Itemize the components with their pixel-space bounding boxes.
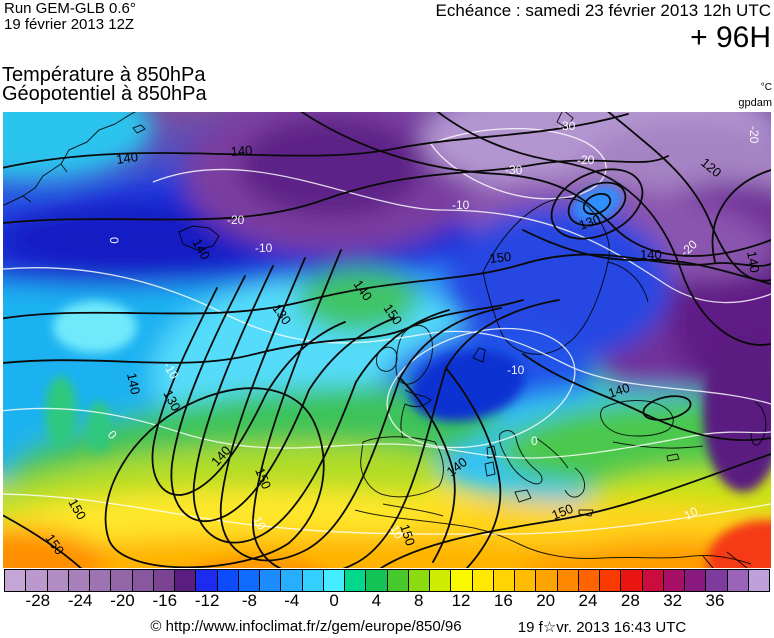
legend-tick-label: -28 <box>25 591 51 610</box>
legend-cell <box>5 570 27 591</box>
temperature-contour-label: -20 <box>747 126 761 144</box>
legend-tick-label: -16 <box>152 591 178 610</box>
legend-cell <box>238 570 260 591</box>
legend-cell <box>515 570 537 591</box>
valid-time: Echéance : samedi 23 février 2013 12h UT… <box>435 1 771 20</box>
geopotential-contour-label: 140 <box>640 247 662 262</box>
legend-cell <box>302 570 324 591</box>
temperature-color-scale <box>4 569 770 592</box>
legend-cell <box>536 570 558 591</box>
legend-tick-label: 36 <box>705 591 725 610</box>
legend-cell <box>663 570 685 591</box>
temperature-contours <box>3 128 771 535</box>
legend-cell <box>706 570 728 591</box>
geopotential-contour-label: 140 <box>744 250 763 274</box>
legend-cell <box>323 570 345 591</box>
weather-map: 140 140 120 130 140 150 140 140 150 140 130 140 130 1… <box>3 112 771 568</box>
temperature-contour-label: 10 <box>250 514 269 533</box>
legend-tick-label: 24 <box>578 591 598 610</box>
legend-cell <box>387 570 409 591</box>
legend-cell <box>408 570 430 591</box>
legend-cell <box>68 570 90 591</box>
legend-tick-label: -20 <box>110 591 135 610</box>
legend-cell <box>196 570 218 591</box>
legend-tick-label: 28 <box>620 591 640 610</box>
run-date: 19 février 2013 12Z <box>4 16 135 33</box>
temperature-contour-label: 0 <box>531 434 538 448</box>
geopotential-contour-label: 130 <box>577 211 603 233</box>
legend-tick-label: -12 <box>194 591 220 610</box>
legend-tick-label: 8 <box>414 591 424 610</box>
geopotential-contour-label: 140 <box>230 143 253 159</box>
legend-tick-label: 4 <box>371 591 382 610</box>
legend-cell <box>600 570 622 591</box>
forecast-offset: + 96H <box>690 21 771 54</box>
legend-tick-label: -4 <box>284 591 300 610</box>
temperature-contour-label: 10 <box>682 504 701 523</box>
copyright-url: © http://www.infoclimat.fr/z/gem/europe/… <box>150 618 462 635</box>
geopotential-contour-label: 140 <box>606 380 631 401</box>
legend-tick-label: 12 <box>451 591 471 610</box>
legend-cell <box>472 570 494 591</box>
legend-cell <box>345 570 367 591</box>
legend-cell <box>132 570 154 591</box>
run-model: Run GEM-GLB 0.6° <box>4 0 136 17</box>
legend-cell <box>727 570 749 591</box>
unit-gpdam: gpdam <box>738 97 772 109</box>
geopotential-contour-label: 150 <box>397 522 418 547</box>
legend-cell <box>748 570 769 591</box>
legend-cell <box>153 570 175 591</box>
temperature-field-details <box>45 185 771 568</box>
geopotential-contour-label: 150 <box>489 249 512 266</box>
legend-cell <box>557 570 579 591</box>
legend-cell <box>493 570 515 591</box>
coastlines <box>3 112 767 568</box>
temperature-contour-label: -30 <box>558 119 576 133</box>
legend-cell <box>621 570 643 591</box>
temperature-contour-label: -10 <box>255 241 273 255</box>
legend-cell <box>217 570 239 591</box>
temperature-contour-label: -10 <box>507 363 525 377</box>
legend-cell <box>451 570 473 591</box>
parameter-temperature: Température à 850hPa <box>2 64 206 86</box>
geopotential-contour-label: 140 <box>124 372 143 396</box>
temperature-contour-label: -10 <box>452 198 470 212</box>
legend-tick-label: 0 <box>329 591 339 610</box>
legend-cell <box>430 570 452 591</box>
generation-timestamp: 19 f☆vr. 2013 16:43 UTC <box>517 619 687 636</box>
legend-tick-label: 20 <box>536 591 556 610</box>
legend-tick-label: -24 <box>67 591 93 610</box>
legend-cell <box>47 570 69 591</box>
legend-cell <box>578 570 600 591</box>
legend-tick-label: 32 <box>663 591 683 610</box>
legend-cell <box>26 570 48 591</box>
legend-cell <box>90 570 112 591</box>
temperature-contour-label: 10 <box>387 523 406 542</box>
legend-cell <box>642 570 664 591</box>
run-info: Run GEM-GLB 0.6° 19 février 2013 12Z <box>4 1 136 33</box>
legend-cell <box>685 570 707 591</box>
temperature-contour-label: 0 <box>107 237 121 244</box>
temperature-contour-label: -20 <box>577 153 595 167</box>
geopotential-contour-label: 140 <box>115 149 139 167</box>
legend-tick-label: 16 <box>493 591 513 610</box>
legend-cell <box>175 570 197 591</box>
legend-cell <box>281 570 303 591</box>
legend-cell <box>366 570 388 591</box>
footer: © http://www.infoclimat.fr/z/gem/europe/… <box>0 618 774 636</box>
geopotential-contours <box>3 112 771 568</box>
temperature-contour-label: -30 <box>505 163 523 177</box>
parameter-geopotential: Géopotentiel à 850hPa <box>2 83 207 105</box>
unit-celsius: °C <box>760 82 772 93</box>
legend-cell <box>260 570 282 591</box>
legend-tick-labels: -28 -24 -20 -16 -12 -8 -4 0 4 8 12 16 20 24 28 32 36 <box>0 591 774 611</box>
units: °C gpdam <box>738 79 772 110</box>
legend-cell <box>111 570 133 591</box>
temperature-contour-label: -20 <box>227 213 245 227</box>
legend-tick-label: -8 <box>241 591 258 610</box>
parameter-title: Température à 850hPa Géopotentiel à 850hP… <box>2 64 207 105</box>
